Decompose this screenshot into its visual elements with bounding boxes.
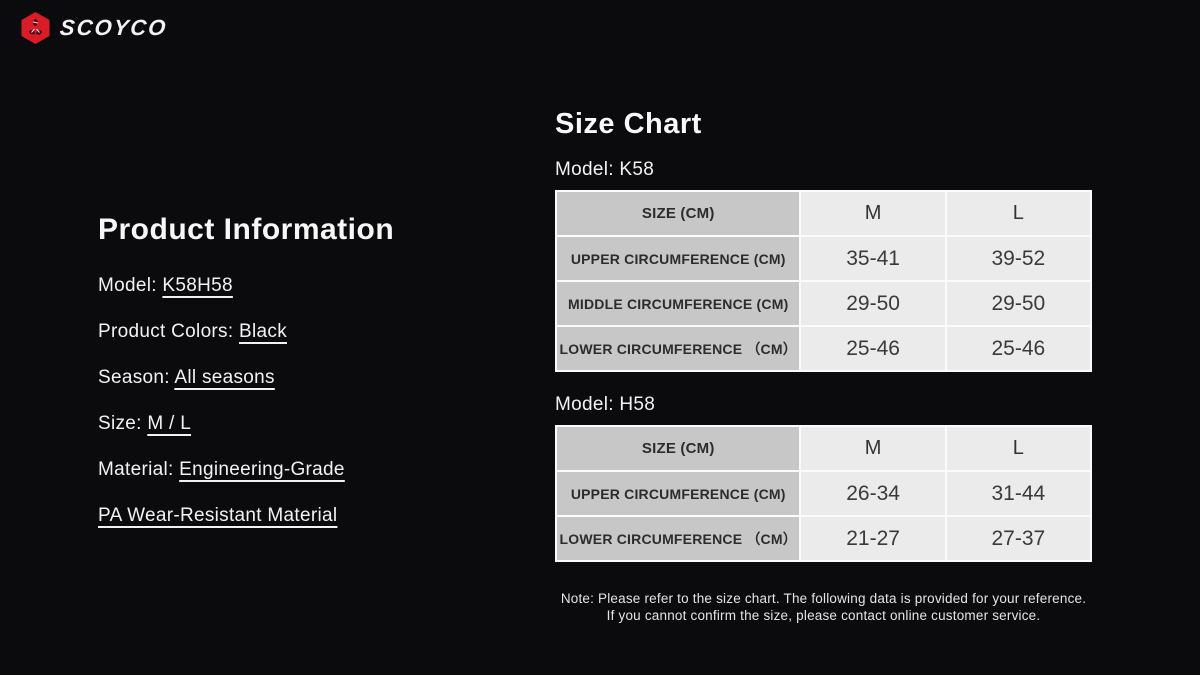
- measurement-value-cell: 35-41: [801, 237, 945, 280]
- product-info-section: Product Information Model: K58H58 Product…: [98, 213, 528, 551]
- size-table-row: UPPER CIRCUMFERENCE (CM) 35-41 39-52: [557, 237, 1090, 280]
- measurement-value-cell: 29-50: [946, 282, 1090, 325]
- size-table-row: LOWER CIRCUMFERENCE （CM） 21-27 27-37: [557, 517, 1090, 560]
- product-info-item: Season: All seasons: [98, 367, 528, 389]
- size-column-header: M: [801, 192, 945, 235]
- product-info-label: Season:: [98, 367, 175, 388]
- product-info-list: Model: K58H58 Product Colors: Black Season…: [98, 275, 528, 527]
- size-table-row: UPPER CIRCUMFERENCE (CM) 26-34 31-44: [557, 472, 1090, 515]
- product-info-label: Product Colors:: [98, 321, 240, 342]
- measurement-value-cell: 26-34: [801, 472, 945, 515]
- size-table-header-row: SIZE (CM) M L: [557, 427, 1090, 470]
- product-info-label: Size:: [98, 413, 148, 434]
- product-info-value: K58H58: [162, 275, 233, 296]
- size-header-cell: SIZE (CM): [557, 192, 800, 235]
- measurement-value-cell: 25-46: [946, 327, 1090, 370]
- note-line-1: Note: Please refer to the size chart. Th…: [560, 591, 1087, 606]
- measurement-value-cell: 21-27: [801, 517, 945, 560]
- product-info-item: Model: K58H58: [98, 275, 528, 297]
- size-column-header: L: [946, 192, 1090, 235]
- product-info-value: Black: [239, 321, 287, 342]
- measurement-value-cell: 25-46: [801, 327, 945, 370]
- product-info-item: Size: M / L: [98, 413, 528, 435]
- model-label-h58: Model: H58: [555, 394, 656, 415]
- size-header-cell: SIZE (CM): [557, 427, 800, 470]
- size-column-header: M: [801, 427, 945, 470]
- product-info-label: Material:: [98, 459, 180, 480]
- size-chart-section: Size Chart Model: K58 SIZE (CM) M L UPPER C…: [555, 108, 1092, 624]
- size-table-h58: SIZE (CM) M L UPPER CIRCUMFERENCE (CM) 26-34…: [555, 425, 1092, 562]
- product-info-value: M / L: [147, 413, 192, 434]
- brand-name: SCOYCO: [58, 15, 169, 40]
- size-chart-title: Size Chart: [555, 108, 702, 140]
- note-line-2: If you cannot confirm the size, please c…: [606, 608, 1041, 623]
- scoyco-hexagon-icon: [20, 11, 51, 45]
- brand-logo: SCOYCO: [20, 11, 169, 45]
- measurement-value-cell: 39-52: [946, 237, 1090, 280]
- size-table-k58: SIZE (CM) M L UPPER CIRCUMFERENCE (CM) 35-41…: [555, 190, 1092, 372]
- measurement-label-cell: UPPER CIRCUMFERENCE (CM): [557, 472, 800, 515]
- product-info-item: Product Colors: Black: [98, 321, 528, 343]
- measurement-label-cell: MIDDLE CIRCUMFERENCE (CM): [557, 282, 800, 325]
- measurement-value-cell: 27-37: [946, 517, 1090, 560]
- product-info-value: Engineering-Grade: [179, 459, 345, 480]
- measurement-label-cell: LOWER CIRCUMFERENCE （CM）: [557, 327, 800, 370]
- model-label-k58: Model: K58: [555, 159, 655, 180]
- size-table-row: LOWER CIRCUMFERENCE （CM） 25-46 25-46: [557, 327, 1090, 370]
- size-table-header-row: SIZE (CM) M L: [557, 192, 1090, 235]
- measurement-value-cell: 31-44: [946, 472, 1090, 515]
- product-info-item: PA Wear-Resistant Material: [98, 505, 528, 527]
- product-info-value: PA Wear-Resistant Material: [98, 505, 338, 526]
- size-table-row: MIDDLE CIRCUMFERENCE (CM) 29-50 29-50: [557, 282, 1090, 325]
- measurement-value-cell: 29-50: [801, 282, 945, 325]
- size-column-header: L: [946, 427, 1090, 470]
- measurement-label-cell: UPPER CIRCUMFERENCE (CM): [557, 237, 800, 280]
- product-info-item: Material: Engineering-Grade: [98, 459, 528, 481]
- size-chart-note: Note: Please refer to the size chart. Th…: [555, 590, 1092, 624]
- measurement-label-cell: LOWER CIRCUMFERENCE （CM）: [557, 517, 800, 560]
- product-info-title: Product Information: [98, 213, 395, 246]
- product-info-value: All seasons: [174, 367, 275, 388]
- product-info-label: Model:: [98, 275, 163, 296]
